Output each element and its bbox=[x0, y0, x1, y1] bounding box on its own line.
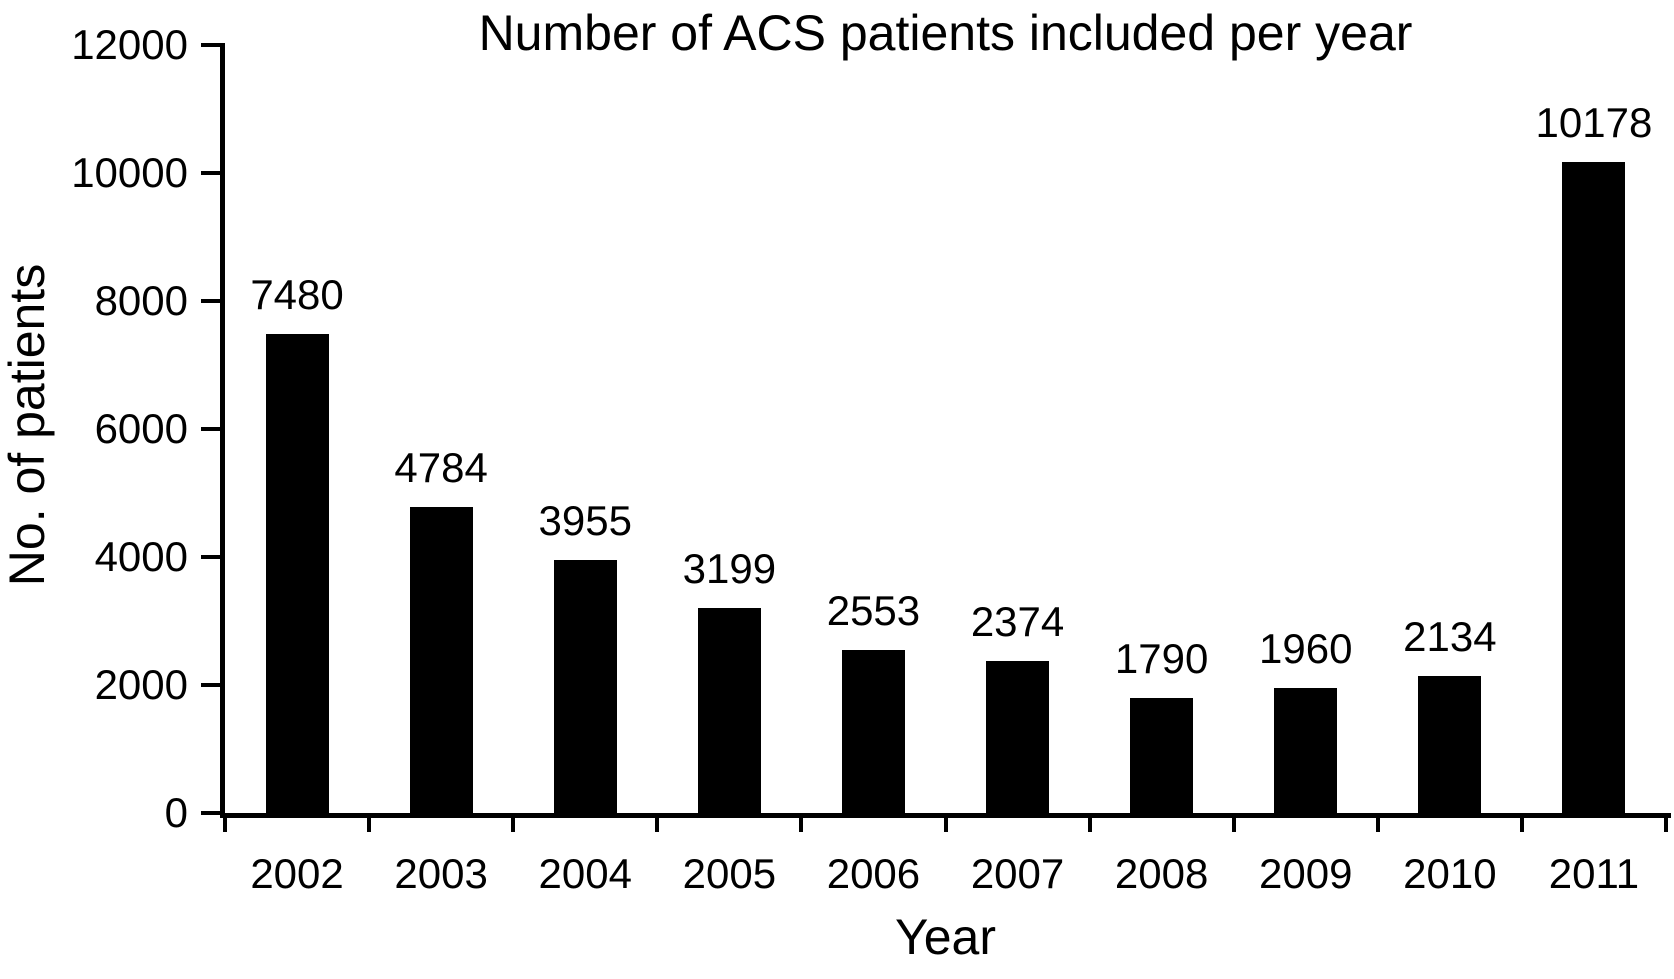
y-tick-label: 12000 bbox=[71, 21, 188, 68]
bar bbox=[1274, 687, 1338, 813]
bar-value-label: 4784 bbox=[394, 443, 488, 491]
bar-value-label: 1960 bbox=[1259, 624, 1353, 672]
y-tick-mark bbox=[201, 683, 220, 687]
x-tick-label: 2008 bbox=[1114, 850, 1209, 897]
y-tick-label: 2000 bbox=[94, 661, 188, 708]
x-tick-label: 2006 bbox=[826, 850, 921, 897]
y-tick-mark bbox=[201, 43, 220, 47]
x-tick-label: 2003 bbox=[394, 850, 488, 897]
bar-value-label: 2553 bbox=[826, 586, 921, 634]
y-tick-label: 0 bbox=[164, 789, 188, 836]
x-tick-label: 2005 bbox=[682, 850, 777, 897]
x-tick-mark bbox=[799, 818, 804, 832]
bar bbox=[265, 334, 329, 813]
y-tick-label: 6000 bbox=[94, 405, 188, 452]
bar bbox=[409, 506, 473, 813]
x-tick-mark bbox=[943, 818, 948, 832]
y-tick-mark bbox=[201, 555, 220, 559]
bar-value-label: 2134 bbox=[1403, 613, 1497, 661]
y-tick-mark bbox=[201, 811, 220, 815]
x-tick-mark bbox=[223, 818, 227, 832]
x-axis-line bbox=[220, 813, 1671, 818]
x-tick-label: 2004 bbox=[538, 850, 632, 897]
bar bbox=[553, 559, 617, 813]
bar bbox=[1130, 698, 1194, 813]
x-tick-mark bbox=[511, 818, 516, 832]
bar bbox=[697, 608, 761, 813]
y-tick-label: 10000 bbox=[71, 149, 188, 196]
x-tick-label: 2002 bbox=[250, 850, 344, 897]
x-tick-mark bbox=[1231, 818, 1236, 832]
x-tick-label: 2007 bbox=[970, 850, 1065, 897]
y-tick-label: 4000 bbox=[94, 533, 188, 580]
chart-title: Number of ACS patients included per year bbox=[478, 5, 1413, 61]
y-tick-mark bbox=[201, 171, 220, 175]
x-tick-label: 2010 bbox=[1403, 850, 1497, 897]
bar-value-label: 2374 bbox=[970, 598, 1065, 646]
x-axis-title: Year bbox=[894, 909, 997, 965]
x-tick-mark bbox=[1087, 818, 1092, 832]
x-tick-mark bbox=[1375, 818, 1380, 832]
bar bbox=[1562, 161, 1626, 813]
bar bbox=[986, 661, 1050, 813]
bar-value-label: 3199 bbox=[682, 545, 777, 593]
y-tick-label: 8000 bbox=[94, 277, 188, 324]
bar bbox=[1418, 676, 1482, 813]
bar-value-label: 10178 bbox=[1535, 98, 1653, 146]
x-tick-mark bbox=[1664, 818, 1668, 832]
bar-value-label: 1790 bbox=[1114, 635, 1209, 683]
y-axis-line bbox=[220, 43, 225, 818]
bar-value-label: 7480 bbox=[250, 271, 344, 319]
y-tick-mark bbox=[201, 427, 220, 431]
bar bbox=[841, 649, 905, 813]
y-tick-mark bbox=[201, 299, 220, 303]
x-tick-mark bbox=[655, 818, 660, 832]
bar-value-label: 3955 bbox=[538, 496, 632, 544]
x-tick-mark bbox=[1519, 818, 1524, 832]
x-tick-label: 2011 bbox=[1548, 850, 1640, 897]
x-tick-mark bbox=[367, 818, 372, 832]
x-tick-label: 2009 bbox=[1259, 850, 1353, 897]
